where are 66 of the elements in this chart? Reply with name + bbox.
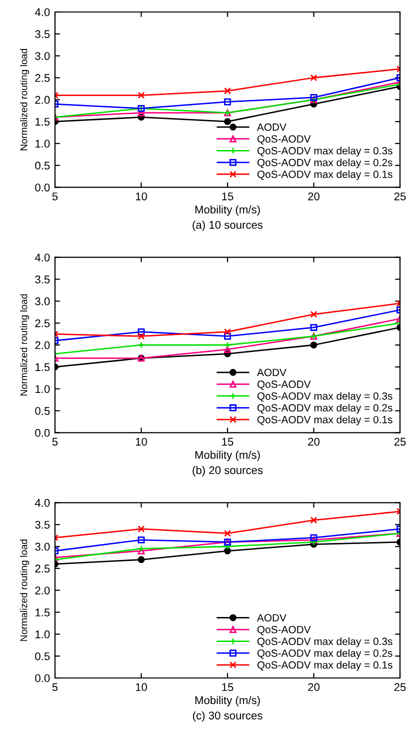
x-tick-label: 20	[308, 438, 320, 446]
y-tick-label: 3.5	[35, 520, 50, 529]
legend-label: QoS-AODV max delay = 0.1s	[257, 661, 392, 671]
y-axis-title: Normalized routing load	[20, 48, 30, 150]
y-tick-label: 3.0	[35, 297, 50, 306]
y-tick-label: 1.0	[36, 630, 50, 638]
x-tick-label: 20	[308, 683, 320, 692]
y-tick-label: 2.5	[35, 319, 50, 328]
y-tick-label: 1.0	[36, 385, 50, 393]
text: (a) 10 sources	[192, 220, 263, 231]
x-tick-label: 25	[394, 192, 406, 200]
x-tick-label: 5	[52, 192, 58, 200]
y-tick-label: 3.5	[35, 30, 50, 38]
y-tick-label: 0.5	[35, 407, 50, 415]
legend-label: QoS-AODV max delay = 0.3s	[257, 146, 392, 156]
y-tick-label: 2.5	[35, 564, 50, 573]
text: (b) 20 sources	[192, 466, 263, 476]
y-tick-label: 0.5	[35, 162, 50, 170]
x-tick-label: 10	[136, 438, 147, 446]
legend-label: QoS-AODV max delay = 0.2s	[257, 649, 392, 659]
x-axis-title: Mobility (m/s)	[195, 450, 260, 462]
y-tick-label: 4.0	[34, 8, 50, 16]
y-tick-label: 4.0	[34, 498, 50, 507]
x-tick-label: 5	[52, 438, 58, 446]
legend-label: QoS-AODV max delay = 0.3s	[257, 637, 392, 648]
x-tick-label: 20	[308, 192, 320, 200]
legend-label: QoS-AODV	[257, 380, 311, 390]
y-tick-label: 2.0	[35, 341, 50, 350]
legend-label: AODV	[256, 123, 286, 131]
y-tick-label: 1.5	[36, 118, 50, 126]
x-tick-label: 25	[394, 438, 406, 446]
legend-label: QoS-AODV	[257, 626, 311, 636]
x-axis-title: Mobility (m/s)	[195, 696, 260, 706]
legend-label: QoS-AODV	[257, 135, 311, 144]
y-tick-label: 4.0	[34, 254, 50, 262]
x-axis-title: Mobility (m/s)	[195, 205, 260, 216]
x-tick-label: 15	[222, 192, 234, 200]
x-tick-label: 25	[394, 683, 406, 692]
legend-label: AODV	[256, 614, 286, 622]
legend-label: QoS-AODV max delay = 0.2s	[257, 158, 392, 168]
y-tick-label: 0.5	[35, 652, 50, 660]
y-tick-label: 3.0	[35, 52, 50, 60]
legend-label: QoS-AODV max delay = 0.1s	[257, 170, 392, 180]
y-axis-title: Normalized routing load	[20, 294, 30, 396]
y-tick-label: 0.0	[35, 184, 50, 192]
y-tick-label: 1.5	[36, 608, 50, 616]
x-tick-label: 5	[52, 683, 58, 692]
y-tick-label: 0.0	[35, 674, 50, 682]
y-tick-label: 0.0	[35, 428, 50, 437]
legend-label: AODV	[256, 368, 286, 376]
y-tick-label: 3.0	[35, 542, 50, 551]
y-tick-label: 1.0	[36, 140, 50, 148]
y-tick-label: 3.5	[35, 276, 50, 284]
x-tick-label: 10	[136, 192, 147, 200]
legend-label: QoS-AODV max delay = 0.1s	[257, 416, 392, 426]
y-tick-label: 2.0	[35, 96, 50, 104]
x-tick-label: 15	[222, 438, 234, 446]
y-tick-label: 2.0	[35, 586, 50, 594]
y-axis-title: Normalized routing load	[20, 540, 30, 641]
y-tick-label: 1.5	[36, 363, 50, 372]
y-tick-label: 2.5	[35, 74, 50, 82]
x-tick-label: 10	[136, 683, 147, 692]
legend-label: QoS-AODV max delay = 0.3s	[257, 392, 392, 402]
text: (c) 30 sources	[192, 711, 262, 722]
x-tick-label: 15	[222, 683, 234, 692]
legend-label: QoS-AODV max delay = 0.2s	[257, 404, 392, 414]
